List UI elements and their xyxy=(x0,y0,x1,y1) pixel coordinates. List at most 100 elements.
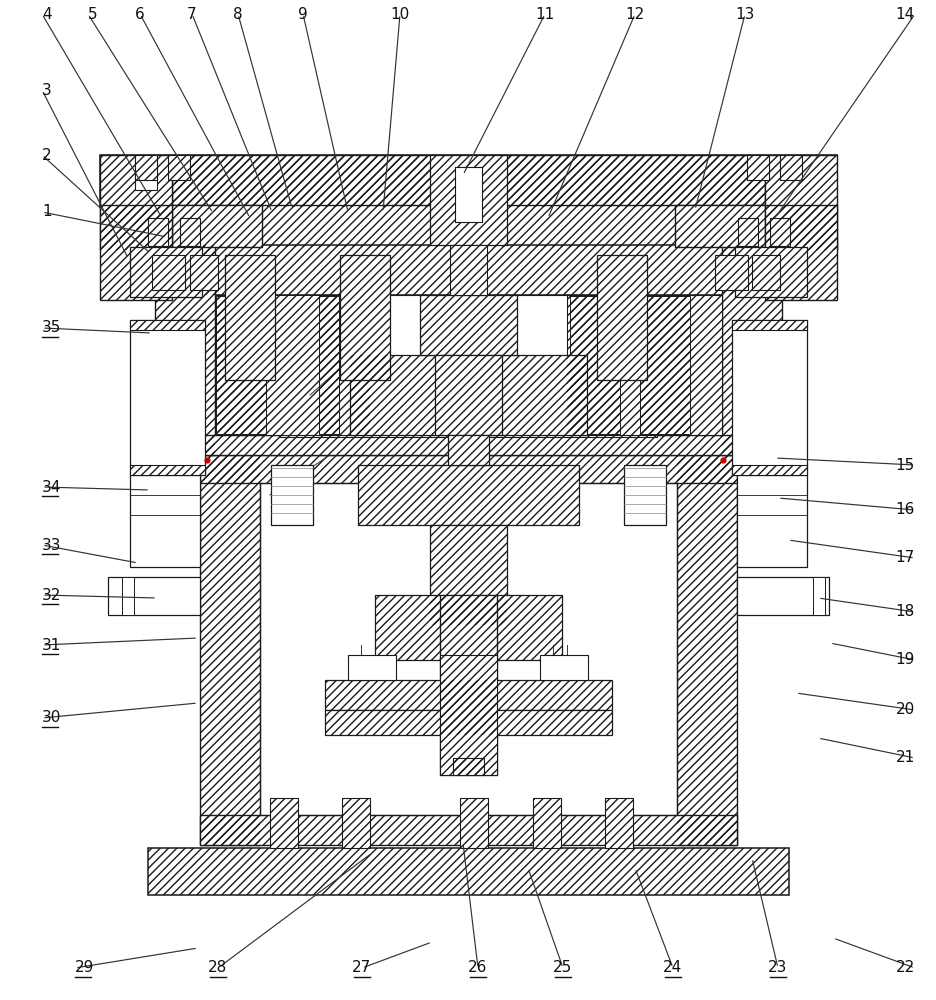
Bar xyxy=(342,798,370,848)
Bar xyxy=(172,205,262,247)
Bar xyxy=(455,167,481,222)
Text: 16: 16 xyxy=(895,502,914,518)
Text: 22: 22 xyxy=(895,960,914,975)
Bar xyxy=(752,255,779,290)
Bar xyxy=(214,295,722,437)
Bar xyxy=(318,296,339,434)
Bar xyxy=(180,218,199,246)
Bar xyxy=(270,798,298,848)
Bar xyxy=(325,710,611,735)
Bar xyxy=(154,435,782,455)
Bar xyxy=(677,455,737,845)
Bar xyxy=(225,255,274,380)
Text: 2: 2 xyxy=(42,148,51,163)
Bar xyxy=(190,255,218,290)
Bar xyxy=(130,320,205,330)
Bar xyxy=(569,296,620,434)
Bar xyxy=(135,155,157,180)
Bar xyxy=(325,710,611,735)
Text: 11: 11 xyxy=(534,7,554,22)
Bar xyxy=(566,295,722,435)
Bar xyxy=(374,595,562,660)
Bar xyxy=(596,255,647,380)
Bar xyxy=(734,247,806,297)
Bar xyxy=(434,355,502,435)
Bar xyxy=(154,245,782,295)
Bar xyxy=(199,455,737,483)
Bar xyxy=(100,155,836,207)
Bar xyxy=(130,320,205,330)
Text: 17: 17 xyxy=(895,550,914,566)
Bar xyxy=(764,205,836,300)
Bar xyxy=(199,455,259,845)
Bar xyxy=(172,205,262,247)
Bar xyxy=(677,455,737,845)
Bar xyxy=(190,255,218,290)
Text: 31: 31 xyxy=(42,638,62,652)
Text: 29: 29 xyxy=(75,960,95,975)
Bar xyxy=(172,155,764,207)
Text: 23: 23 xyxy=(768,960,787,975)
Bar xyxy=(350,355,586,435)
Bar xyxy=(566,295,722,435)
Bar xyxy=(746,155,768,180)
Bar xyxy=(434,355,502,435)
Text: 1: 1 xyxy=(42,205,51,220)
Bar xyxy=(419,295,517,355)
Bar xyxy=(216,296,266,434)
Bar xyxy=(270,798,298,848)
Bar xyxy=(135,155,157,180)
Bar xyxy=(533,798,561,848)
Bar xyxy=(752,255,779,290)
Bar xyxy=(199,455,259,845)
Text: 7: 7 xyxy=(187,7,197,22)
Bar xyxy=(764,155,836,250)
Bar xyxy=(769,218,789,246)
Bar xyxy=(325,680,611,710)
Bar xyxy=(271,465,313,525)
Bar xyxy=(714,255,747,290)
Bar xyxy=(731,320,806,330)
Bar xyxy=(280,295,656,437)
Text: 5: 5 xyxy=(88,7,97,22)
Text: 34: 34 xyxy=(42,480,62,494)
Bar xyxy=(122,577,134,615)
Bar xyxy=(154,435,782,455)
Bar xyxy=(154,245,214,455)
Text: 8: 8 xyxy=(233,7,242,22)
Bar xyxy=(340,255,389,380)
Text: 4: 4 xyxy=(42,7,51,22)
Text: 19: 19 xyxy=(895,652,914,668)
Bar xyxy=(214,295,370,435)
Bar xyxy=(259,483,677,815)
Bar xyxy=(172,155,764,207)
Bar xyxy=(605,798,633,848)
Bar xyxy=(216,296,369,434)
Bar xyxy=(569,296,620,434)
Bar xyxy=(199,815,737,845)
Bar xyxy=(325,680,611,710)
Bar xyxy=(130,205,806,247)
Bar xyxy=(214,295,370,435)
Bar xyxy=(764,155,836,250)
Bar xyxy=(358,465,578,525)
Bar xyxy=(737,475,806,567)
Text: 30: 30 xyxy=(42,710,62,726)
Text: 33: 33 xyxy=(42,538,62,552)
Text: 32: 32 xyxy=(42,587,62,602)
Bar xyxy=(152,255,184,290)
Bar xyxy=(430,525,506,625)
Bar xyxy=(734,247,806,297)
Bar xyxy=(100,155,836,207)
Bar xyxy=(148,848,788,895)
Bar xyxy=(447,435,489,465)
Bar xyxy=(447,435,489,465)
Bar xyxy=(148,218,168,246)
Bar xyxy=(731,320,806,330)
Text: 3: 3 xyxy=(42,83,51,98)
Bar xyxy=(812,577,824,615)
Bar xyxy=(152,255,184,290)
Bar xyxy=(714,255,747,290)
Bar xyxy=(130,465,205,475)
Bar xyxy=(452,758,484,775)
